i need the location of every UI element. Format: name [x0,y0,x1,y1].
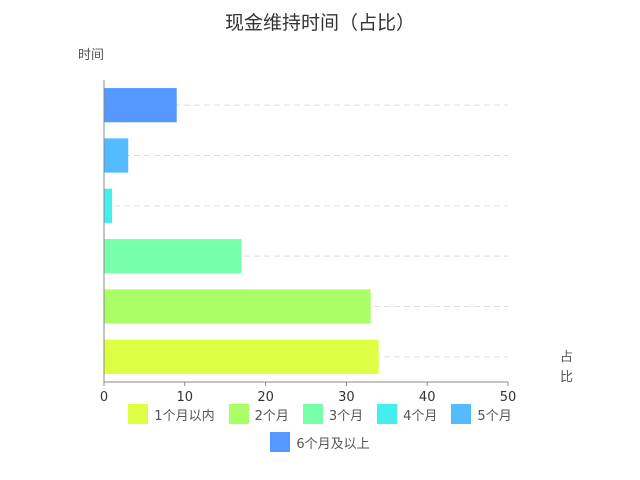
x-axis-label: 占比 [560,350,574,385]
legend-swatch [377,404,398,424]
legend-item-1: 1个月以内 [128,404,215,424]
legend-item-2: 2个月 [228,404,289,424]
x-tick-label: 10 [177,390,194,405]
legend-swatch [270,432,291,452]
chart-title: 现金维持时间（占比） [224,12,415,34]
legend-label: 5个月 [477,408,512,424]
legend-item-5: 5个月 [451,404,512,424]
legend-swatch [128,404,149,424]
legend-label: 4个月 [403,408,438,424]
legend-label: 2个月 [254,408,289,424]
legend-label: 3个月 [328,408,364,424]
bar-4 [104,188,113,223]
legend-swatch [451,404,472,424]
bar-2 [104,289,371,324]
bar-3 [104,239,242,274]
x-tick-label: 30 [338,390,355,405]
legend-label: 6个月及以上 [296,436,370,452]
bar-6 [104,88,177,123]
y-axis-label: 时间 [78,48,105,63]
bar-1 [104,339,379,374]
legend-item-4: 4个月 [377,404,437,424]
x-tick-label: 50 [500,390,517,405]
x-tick-label: 0 [100,390,108,405]
bar-5 [104,138,129,173]
x-tick-label: 20 [257,390,274,405]
x-tick-label: 40 [419,390,436,405]
legend-swatch [302,404,323,424]
legend-item-3: 3个月 [302,404,364,424]
legend-label: 1个月以内 [154,408,215,424]
legend-item-6: 6个月及以上 [270,432,370,452]
legend: 1个月以内 2个月 3个月 4个月 5个月 6个月及以上 [0,404,640,460]
legend-swatch [228,404,249,424]
